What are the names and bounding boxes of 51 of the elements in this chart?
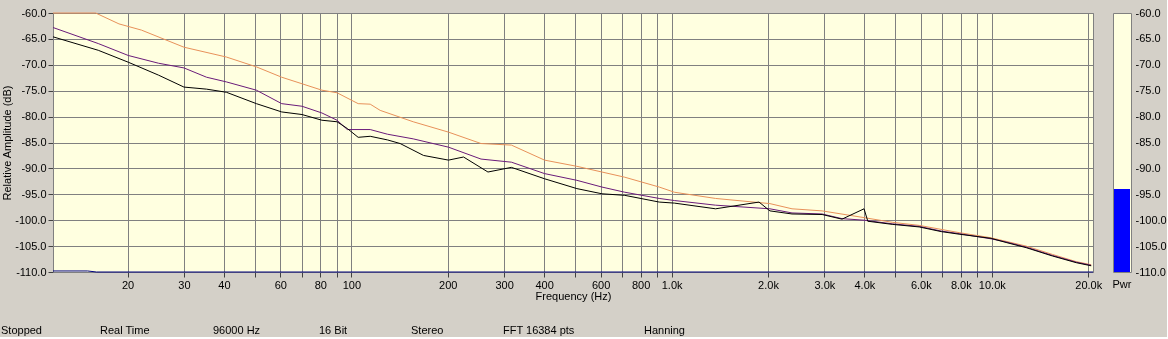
y-tick-label: -90.0 <box>21 161 47 174</box>
text: 96000 Hz <box>213 324 261 336</box>
x-tick-label: 40 <box>218 278 231 291</box>
y-axis-title: Relative Amplitude (dB) <box>1 85 14 201</box>
y-tick-label: -105.0 <box>1135 239 1167 252</box>
text: FFT 16384 pts <box>503 324 575 336</box>
x-tick-label: 2.0k <box>758 278 780 291</box>
y-tick-label: -100.0 <box>1135 213 1167 226</box>
y-tick-label: -90.0 <box>1135 161 1161 174</box>
x-tick-label: 4.0k <box>854 278 876 291</box>
x-tick-label: Pwr <box>1112 277 1132 290</box>
x-tick-label: 1.0k <box>661 278 683 291</box>
text: Stereo <box>411 324 444 336</box>
x-tick-label: 80 <box>314 278 327 291</box>
x-tick-label: 20 <box>121 278 135 291</box>
x-tick-label: 600 <box>591 278 611 291</box>
y-tick-label: -85.0 <box>1135 136 1161 148</box>
text: Hanning <box>644 324 685 336</box>
text: 16 Bit <box>319 324 348 336</box>
y-tick-label: -70.0 <box>1135 58 1161 71</box>
x-tick-label: 6.0k <box>910 278 933 291</box>
x-tick-label: 60 <box>274 278 287 291</box>
y-tick-label: -80.0 <box>21 110 47 123</box>
y-tick-label: -60.0 <box>21 6 47 19</box>
x-tick-label: 200 <box>439 278 458 291</box>
y-tick-label: -60.0 <box>1135 6 1161 19</box>
text: Stopped <box>1 324 42 336</box>
x-tick-label: 100 <box>342 278 362 291</box>
y-tick-label: -110.0 <box>16 265 47 278</box>
x-tick-label: 8.0k <box>950 278 973 291</box>
y-tick-label: -80.0 <box>1135 110 1161 123</box>
y-tick-label: -75.0 <box>21 84 47 97</box>
y-tick-label: -85.0 <box>21 136 47 148</box>
x-tick-label: 400 <box>535 278 554 291</box>
y-tick-label: -110.0 <box>1135 265 1166 278</box>
x-tick-label: 10.0k <box>978 278 1007 291</box>
y-tick-label: -70.0 <box>21 58 47 71</box>
text: Real Time <box>100 324 150 336</box>
x-tick-label: 30 <box>178 278 191 291</box>
x-tick-label: 3.0k <box>814 278 836 291</box>
y-tick-label: -105.0 <box>15 239 47 252</box>
y-tick-label: -65.0 <box>21 32 47 45</box>
y-tick-label: -75.0 <box>1135 84 1161 97</box>
y-tick-label: -95.0 <box>1135 187 1161 200</box>
x-tick-label: 300 <box>495 278 514 291</box>
y-tick-label: -95.0 <box>21 187 47 200</box>
x-tick-label: 800 <box>631 278 651 291</box>
y-tick-label: -100.0 <box>15 213 47 226</box>
x-axis-title: Frequency (Hz) <box>535 289 612 302</box>
x-tick-label: 20.0k <box>1075 278 1103 291</box>
y-tick-label: -65.0 <box>1135 32 1161 45</box>
